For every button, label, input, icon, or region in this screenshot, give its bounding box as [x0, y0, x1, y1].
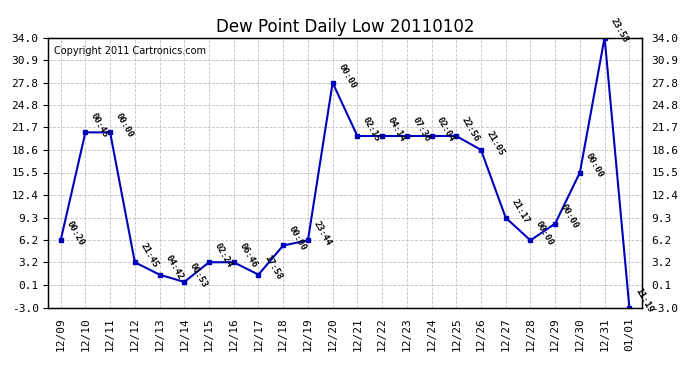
Text: 21:05: 21:05	[484, 129, 506, 157]
Text: 22:56: 22:56	[460, 116, 481, 143]
Text: 02:24: 02:24	[213, 242, 234, 269]
Text: 06:46: 06:46	[237, 242, 259, 269]
Text: 04:14: 04:14	[386, 116, 407, 143]
Text: 17:58: 17:58	[262, 254, 284, 282]
Text: 04:42: 04:42	[164, 254, 184, 282]
Text: 00:20: 00:20	[64, 220, 86, 248]
Text: 02:04: 02:04	[435, 116, 457, 143]
Title: Dew Point Daily Low 20110102: Dew Point Daily Low 20110102	[216, 18, 474, 36]
Text: 00:00: 00:00	[114, 112, 135, 140]
Text: 00:00: 00:00	[534, 220, 555, 248]
Text: 00:00: 00:00	[584, 152, 605, 180]
Text: 23:44: 23:44	[312, 220, 333, 248]
Text: Copyright 2011 Cartronics.com: Copyright 2011 Cartronics.com	[55, 46, 206, 56]
Text: 00:53: 00:53	[188, 261, 209, 289]
Text: 23:58: 23:58	[609, 17, 629, 45]
Text: 00:00: 00:00	[336, 62, 357, 90]
Text: 07:36: 07:36	[411, 116, 432, 143]
Text: 02:15: 02:15	[361, 116, 382, 143]
Text: 21:17: 21:17	[509, 197, 531, 225]
Text: 00:45: 00:45	[89, 112, 110, 140]
Text: 00:00: 00:00	[559, 203, 580, 231]
Text: 00:00: 00:00	[287, 225, 308, 252]
Text: 21:45: 21:45	[139, 242, 160, 269]
Text: 11:19: 11:19	[633, 287, 654, 315]
